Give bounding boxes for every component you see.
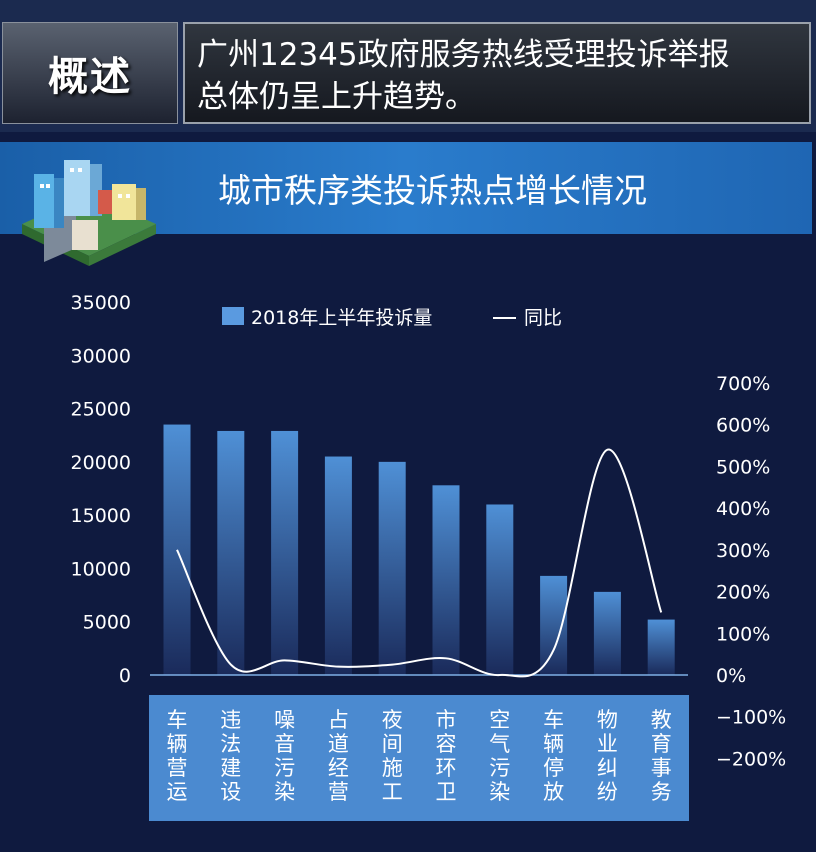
y-right-tick: −100% [716,707,786,729]
y-left-tick: 5000 [83,612,131,634]
y-left-tick: 35000 [71,292,131,314]
category-label: 教育事务 [651,708,672,804]
y-left-tick: 0 [119,665,131,687]
category-label: 占道经营 [328,708,349,804]
bar-7 [486,504,514,675]
category-label: 违法建设 [220,708,241,804]
headline-line-1: 广州12345政府服务热线受理投诉举报 [197,37,730,73]
bar-3 [271,430,299,675]
overview-tag-label: 概述 [48,54,132,100]
headline-line-2: 总体仍呈上升趋势。 [197,79,476,115]
y-right-tick: 0% [716,665,746,687]
category-label: 车辆停放 [543,708,564,804]
legend-bar-swatch [222,307,244,325]
y-right-tick: 400% [716,498,770,520]
y-left-tick: 25000 [71,399,131,421]
y-right-tick: −200% [716,748,786,770]
y-right-tick: 600% [716,415,770,437]
category-label: 夜间施工 [382,708,403,804]
y-right-tick: 500% [716,456,770,478]
bar-8 [540,575,568,675]
bar-9 [593,591,621,675]
section-title: 城市秩序类投诉热点增长情况 [218,171,647,210]
y-left-tick: 20000 [71,452,131,474]
headline-box: 广州12345政府服务热线受理投诉举报 总体仍呈上升趋势。 [183,22,811,124]
overview-tag: 概述 [2,22,178,124]
y-right-tick: 700% [716,373,770,395]
category-label: 物业纠纷 [597,708,618,804]
legend-line-label: 同比 [524,307,562,329]
category-label: 市容环卫 [436,708,457,804]
category-label: 空气污染 [489,708,510,804]
bar-1 [163,424,191,675]
city-buildings-icon [22,160,156,266]
y-left-tick: 30000 [71,345,131,367]
y-right-tick: 300% [716,540,770,562]
category-band [149,695,689,821]
bar-10 [647,619,675,675]
bar-2 [217,430,245,675]
category-label: 车辆营运 [167,708,188,804]
bar-4 [324,456,352,675]
y-right-tick: 200% [716,582,770,604]
y-left-tick: 10000 [71,558,131,580]
legend-bar-label: 2018年上半年投诉量 [251,307,432,329]
bar-6 [432,485,460,675]
bar-5 [378,461,406,675]
yoy-series-line [176,448,663,678]
y-left-tick: 15000 [71,505,131,527]
y-right-tick: 100% [716,623,770,645]
category-label: 噪音污染 [274,708,295,804]
